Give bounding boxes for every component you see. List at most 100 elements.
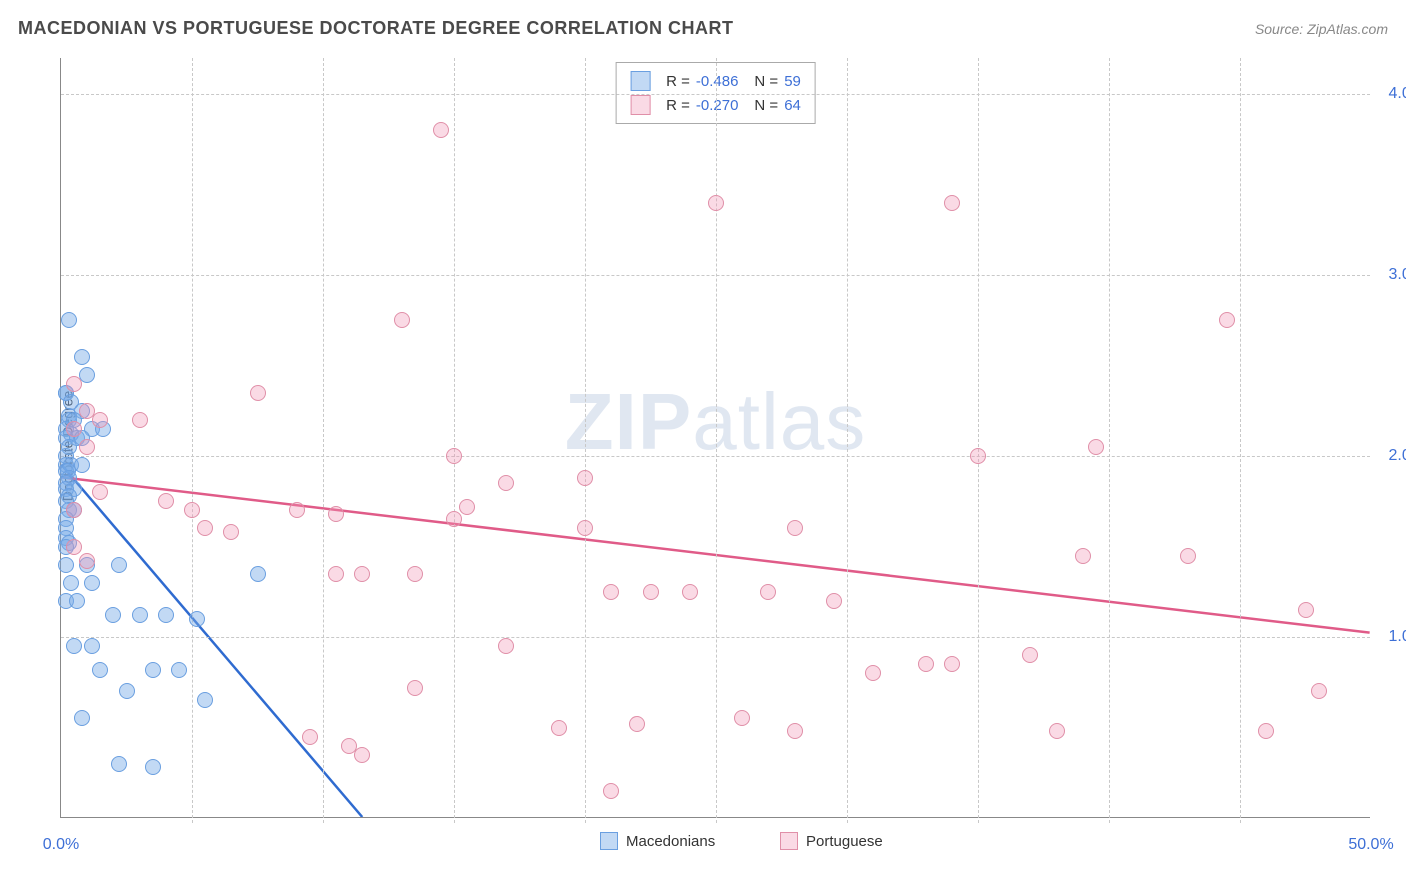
scatter-point bbox=[787, 520, 803, 536]
scatter-point bbox=[407, 680, 423, 696]
scatter-point bbox=[66, 638, 82, 654]
grid-line-v bbox=[1109, 58, 1110, 823]
legend-swatch bbox=[600, 832, 618, 850]
grid-line-v bbox=[454, 58, 455, 823]
stat-n: N =64 bbox=[754, 97, 800, 114]
grid-line-v bbox=[1240, 58, 1241, 823]
scatter-point bbox=[74, 710, 90, 726]
scatter-point bbox=[446, 511, 462, 527]
grid-line-v bbox=[847, 58, 848, 823]
scatter-point bbox=[74, 457, 90, 473]
source-label: Source: ZipAtlas.com bbox=[1255, 21, 1388, 37]
stat-r: R =-0.270 bbox=[666, 97, 738, 114]
scatter-point bbox=[74, 349, 90, 365]
scatter-point bbox=[1219, 312, 1235, 328]
scatter-point bbox=[970, 448, 986, 464]
scatter-point bbox=[58, 557, 74, 573]
regression-line bbox=[61, 465, 362, 817]
scatter-point bbox=[354, 747, 370, 763]
scatter-point bbox=[498, 475, 514, 491]
scatter-point bbox=[1022, 647, 1038, 663]
scatter-point bbox=[1298, 602, 1314, 618]
scatter-point bbox=[145, 759, 161, 775]
legend-label: Portuguese bbox=[806, 833, 883, 850]
scatter-point bbox=[944, 656, 960, 672]
scatter-point bbox=[394, 312, 410, 328]
watermark-atlas: atlas bbox=[692, 377, 866, 466]
scatter-point bbox=[158, 493, 174, 509]
scatter-point bbox=[184, 502, 200, 518]
scatter-point bbox=[433, 122, 449, 138]
scatter-point bbox=[1180, 548, 1196, 564]
scatter-point bbox=[1311, 683, 1327, 699]
scatter-point bbox=[577, 520, 593, 536]
scatter-point bbox=[734, 710, 750, 726]
scatter-point bbox=[603, 584, 619, 600]
scatter-point bbox=[171, 662, 187, 678]
legend-swatch bbox=[630, 71, 650, 91]
scatter-point bbox=[944, 195, 960, 211]
scatter-point bbox=[92, 484, 108, 500]
legend-swatch bbox=[780, 832, 798, 850]
scatter-point bbox=[69, 593, 85, 609]
scatter-point bbox=[132, 607, 148, 623]
x-tick-label-min: 0.0% bbox=[43, 836, 79, 854]
grid-line-v bbox=[585, 58, 586, 823]
chart-title: MACEDONIAN VS PORTUGUESE DOCTORATE DEGRE… bbox=[18, 18, 734, 39]
scatter-point bbox=[111, 557, 127, 573]
scatter-point bbox=[250, 566, 266, 582]
scatter-point bbox=[66, 421, 82, 437]
scatter-point bbox=[197, 692, 213, 708]
scatter-point bbox=[84, 575, 100, 591]
plot-area: ZIPatlas R =-0.486N =59R =-0.270N =64 1.… bbox=[60, 58, 1370, 818]
scatter-point bbox=[189, 611, 205, 627]
legend-item: Macedonians bbox=[600, 832, 715, 850]
scatter-point bbox=[1088, 439, 1104, 455]
scatter-point bbox=[328, 566, 344, 582]
scatter-point bbox=[63, 575, 79, 591]
scatter-point bbox=[577, 470, 593, 486]
y-tick-label: 4.0% bbox=[1389, 85, 1406, 103]
legend-label: Macedonians bbox=[626, 833, 715, 850]
y-tick-label: 1.0% bbox=[1389, 628, 1406, 646]
scatter-point bbox=[92, 412, 108, 428]
grid-line-v bbox=[716, 58, 717, 823]
scatter-point bbox=[498, 638, 514, 654]
scatter-point bbox=[84, 638, 100, 654]
scatter-point bbox=[79, 439, 95, 455]
scatter-point bbox=[708, 195, 724, 211]
scatter-point bbox=[61, 312, 77, 328]
watermark-zip: ZIP bbox=[565, 377, 692, 466]
scatter-point bbox=[119, 683, 135, 699]
scatter-point bbox=[643, 584, 659, 600]
scatter-point bbox=[459, 499, 475, 515]
scatter-point bbox=[66, 539, 82, 555]
scatter-point bbox=[79, 553, 95, 569]
legend-swatch bbox=[630, 95, 650, 115]
scatter-point bbox=[682, 584, 698, 600]
legend-item: Portuguese bbox=[780, 832, 883, 850]
scatter-point bbox=[145, 662, 161, 678]
grid-line-v bbox=[192, 58, 193, 823]
scatter-point bbox=[629, 716, 645, 732]
scatter-point bbox=[92, 662, 108, 678]
scatter-point bbox=[1258, 723, 1274, 739]
scatter-point bbox=[918, 656, 934, 672]
scatter-point bbox=[105, 607, 121, 623]
scatter-point bbox=[132, 412, 148, 428]
scatter-point bbox=[250, 385, 266, 401]
scatter-point bbox=[66, 376, 82, 392]
x-tick-label-max: 50.0% bbox=[1348, 836, 1393, 854]
scatter-point bbox=[66, 502, 82, 518]
grid-line-v bbox=[978, 58, 979, 823]
scatter-point bbox=[302, 729, 318, 745]
stat-r: R =-0.486 bbox=[666, 73, 738, 90]
scatter-point bbox=[603, 783, 619, 799]
scatter-point bbox=[354, 566, 370, 582]
scatter-point bbox=[787, 723, 803, 739]
scatter-point bbox=[407, 566, 423, 582]
scatter-point bbox=[289, 502, 305, 518]
stat-n: N =59 bbox=[754, 73, 800, 90]
scatter-point bbox=[760, 584, 776, 600]
grid-line-v bbox=[323, 58, 324, 823]
